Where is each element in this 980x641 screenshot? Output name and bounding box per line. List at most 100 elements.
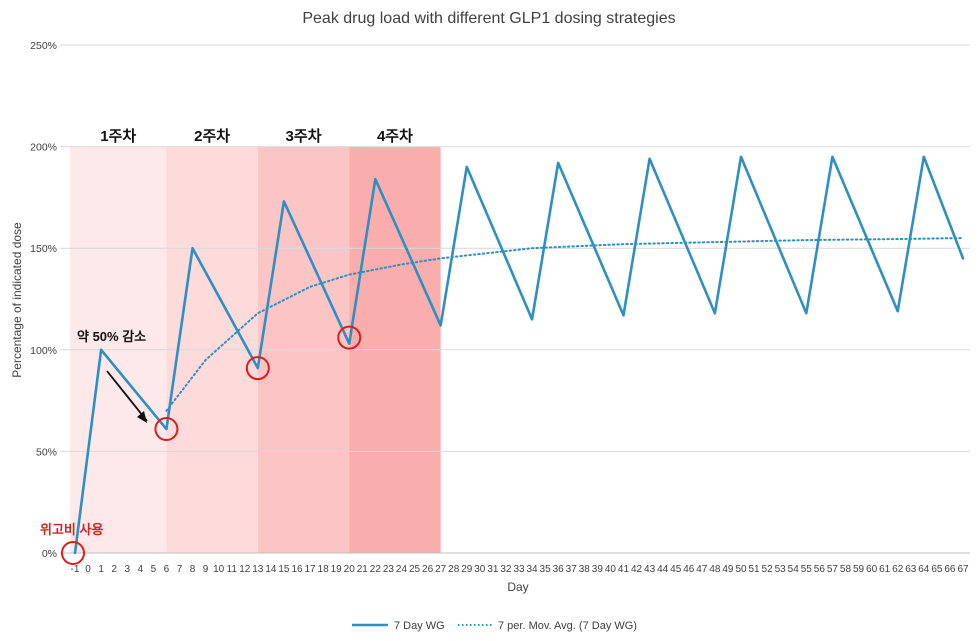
- x-tick-label: 34: [526, 564, 538, 575]
- x-tick-label: 59: [853, 564, 865, 575]
- x-tick-label: 32: [500, 564, 512, 575]
- x-tick-label: 6: [164, 564, 170, 575]
- moving-average-line: [165, 237, 964, 412]
- x-tick-label: 1: [98, 564, 104, 575]
- x-tick-label: 3: [124, 564, 130, 575]
- y-tick-label: 0%: [42, 548, 57, 560]
- legend-series-2: 7 per. Mov. Avg. (7 Day WG): [498, 620, 637, 632]
- x-tick-label: 30: [474, 564, 486, 575]
- x-tick-label: 41: [618, 564, 630, 575]
- x-tick-label: 42: [631, 564, 643, 575]
- x-tick-label: 44: [657, 564, 669, 575]
- x-tick-label: 53: [775, 564, 787, 575]
- x-tick-label: 23: [383, 564, 395, 575]
- x-tick-label: 38: [579, 564, 591, 575]
- x-tick-label: 45: [670, 564, 682, 575]
- y-tick-label: 50%: [36, 446, 57, 458]
- x-tick-label: 9: [203, 564, 209, 575]
- legend-series-1: 7 Day WG: [394, 620, 445, 632]
- y-tick-label: 250%: [30, 40, 57, 52]
- x-tick-label: 65: [931, 564, 943, 575]
- highlight-circle: [61, 541, 85, 565]
- x-tick-label: 55: [801, 564, 813, 575]
- x-tick-label: 25: [409, 564, 421, 575]
- x-tick-label: 27: [435, 564, 447, 575]
- week-label-1: 1주차: [100, 128, 136, 145]
- x-tick-label: 19: [331, 564, 343, 575]
- start-annotation: 위고비 사용: [40, 522, 103, 537]
- x-tick-label: 26: [422, 564, 434, 575]
- x-tick-label: 64: [918, 564, 930, 575]
- highlight-circle: [245, 356, 270, 381]
- x-tick-label: 57: [827, 564, 839, 575]
- x-tick-label: 2: [111, 564, 117, 575]
- x-tick-label: 8: [190, 564, 196, 575]
- highlight-circle: [154, 417, 179, 442]
- chart-title: Peak drug load with different GLP1 dosin…: [302, 10, 675, 27]
- x-tick-label: 48: [709, 564, 721, 575]
- week-label-2: 2주차: [194, 128, 230, 145]
- x-tick-label: 10: [213, 564, 225, 575]
- x-tick-label: 16: [291, 564, 303, 575]
- x-tick-label: 54: [788, 564, 800, 575]
- y-tick-label: 200%: [30, 142, 57, 154]
- highlight-circles: [61, 325, 362, 565]
- x-axis-ticks: -1 0 1 2 3 4 5 6 7 8 9 10 11 12 13 14 15 16 17 18 19 20 21 22 23…: [71, 564, 969, 575]
- x-tick-label: 37: [566, 564, 578, 575]
- y-axis-ticks: 0% 50% 100% 150% 200% 250%: [30, 40, 57, 560]
- x-tick-label: 43: [644, 564, 656, 575]
- x-tick-label: 35: [540, 564, 552, 575]
- x-tick-label: 60: [866, 564, 878, 575]
- x-tick-label: 56: [814, 564, 826, 575]
- week-label-3: 3주차: [286, 128, 322, 145]
- x-tick-label: 12: [239, 564, 251, 575]
- y-tick-label: 100%: [30, 345, 57, 357]
- x-tick-label: 33: [513, 564, 525, 575]
- x-axis-label: Day: [507, 580, 528, 594]
- x-tick-label: 62: [892, 564, 904, 575]
- y-axis-label: Percentage of indicated dose: [10, 222, 24, 378]
- reduction-annotation: 약 50% 감소: [77, 329, 146, 344]
- x-tick-label: 28: [448, 564, 460, 575]
- x-tick-label: 50: [735, 564, 747, 575]
- x-tick-label: 17: [304, 564, 316, 575]
- series-layer: [73, 155, 965, 555]
- x-tick-label: 18: [318, 564, 330, 575]
- x-tick-label: 11: [227, 564, 238, 575]
- x-tick-label: 58: [840, 564, 852, 575]
- x-tick-label: 4: [138, 564, 144, 575]
- x-tick-label: 21: [357, 564, 369, 575]
- x-tick-label: 7: [177, 564, 183, 575]
- x-tick-label: 0: [85, 564, 91, 575]
- annotation-arrow: [106, 370, 148, 422]
- highlight-circle: [337, 325, 362, 350]
- x-tick-label: 36: [553, 564, 565, 575]
- x-tick-label: 47: [696, 564, 708, 575]
- x-tick-label: 15: [278, 564, 290, 575]
- x-tick-label: 13: [252, 564, 264, 575]
- x-tick-label: 31: [487, 564, 499, 575]
- y-tick-label: 150%: [30, 243, 57, 255]
- annotation-arrowhead: [137, 411, 147, 423]
- x-tick-label: 49: [722, 564, 734, 575]
- x-tick-label: -1: [71, 564, 80, 575]
- x-tick-label: 67: [957, 564, 969, 575]
- x-tick-label: 46: [683, 564, 695, 575]
- x-tick-label: 61: [879, 564, 891, 575]
- x-tick-label: 29: [461, 564, 473, 575]
- x-tick-label: 22: [370, 564, 382, 575]
- gridlines: [60, 44, 970, 554]
- x-tick-label: 20: [344, 564, 356, 575]
- x-tick-label: 40: [605, 564, 617, 575]
- x-tick-label: 24: [396, 564, 408, 575]
- x-tick-label: 52: [762, 564, 774, 575]
- x-tick-label: 66: [944, 564, 956, 575]
- x-tick-label: 63: [905, 564, 917, 575]
- x-tick-label: 5: [151, 564, 157, 575]
- x-tick-label: 39: [592, 564, 604, 575]
- x-tick-label: 14: [265, 564, 277, 575]
- week-label-4: 4주차: [377, 128, 413, 145]
- dose-line: [73, 155, 965, 555]
- x-tick-label: 51: [748, 564, 760, 575]
